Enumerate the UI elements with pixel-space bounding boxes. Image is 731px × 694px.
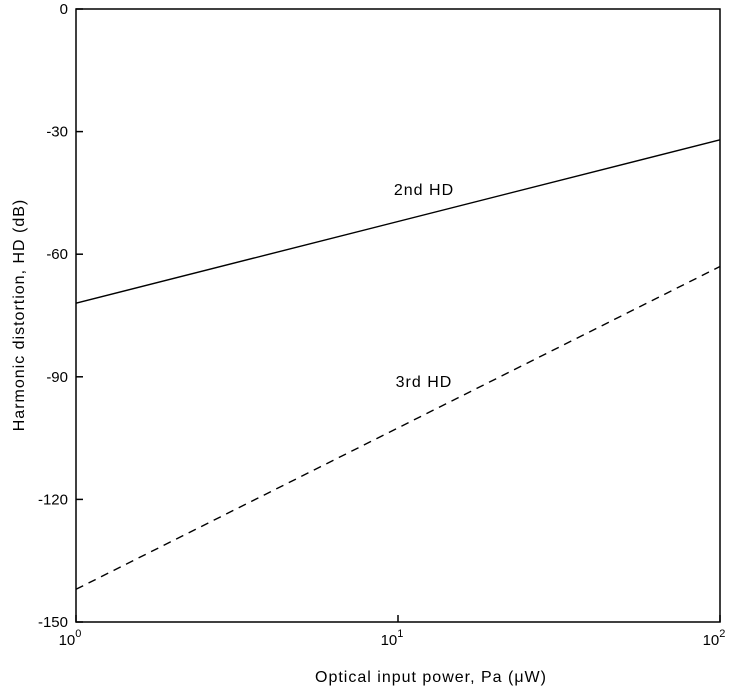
y-axis-label: Harmonic distortion, HD (dB) (11, 199, 28, 432)
x-tick-label: 100 (59, 628, 82, 649)
x-tick-exponent: 2 (719, 628, 725, 640)
x-tick-exponent: 1 (397, 628, 403, 640)
x-axis-ticks: 100 101 102 (59, 615, 726, 649)
x-axis-label: Optical input power, Pa (μW) (315, 669, 547, 686)
x-tick-exponent: 0 (75, 628, 81, 640)
x-tick-base: 10 (703, 632, 720, 649)
y-tick-label: -30 (46, 124, 68, 141)
y-tick-label: -90 (46, 369, 68, 386)
y-axis-ticks: 0 -30 -60 -90 -120 -150 (38, 1, 83, 631)
x-tick-label: 102 (703, 628, 726, 649)
y-tick-label: -150 (38, 614, 68, 631)
y-tick-label: -120 (38, 491, 68, 508)
series-annotation: 2nd HD (394, 182, 454, 199)
series-line-2 (75, 265, 721, 590)
x-tick-label: 101 (381, 628, 404, 649)
x-tick-base: 10 (59, 632, 76, 649)
y-tick-label: -60 (46, 246, 68, 263)
series-lines (75, 139, 721, 590)
plot-frame (75, 8, 721, 623)
series-annotation: 3rd HD (396, 374, 453, 391)
y-tick-label: 0 (60, 1, 68, 18)
series-annotations: 2nd HD 3rd HD (394, 182, 454, 391)
x-tick-base: 10 (381, 632, 398, 649)
series-line-1 (75, 139, 721, 304)
